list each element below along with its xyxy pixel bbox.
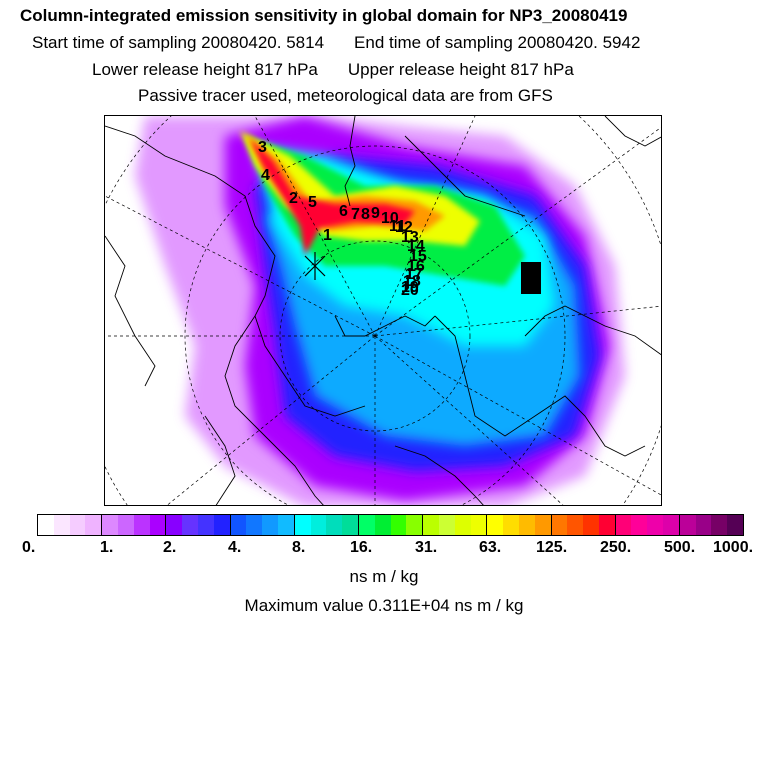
colorbar-swatch xyxy=(85,515,103,535)
traj-label-14: 14 xyxy=(407,238,425,255)
colorbar-tick-9: 250. xyxy=(600,539,632,556)
colorbar-tick-6: 31. xyxy=(415,539,438,556)
traj-label-18: 18 xyxy=(403,273,421,290)
colorbar-tick-10: 500. xyxy=(664,539,696,556)
upper-release-height: Upper release height 817 hPa xyxy=(347,60,574,79)
colorbar-swatch xyxy=(551,515,568,535)
colorbar-swatch xyxy=(197,515,214,535)
end-time: End time of sampling 20080420. 5942 xyxy=(354,33,641,52)
colorbar-swatch xyxy=(727,515,744,535)
colorbar-swatch xyxy=(246,515,263,535)
colorbar-tick-8: 125. xyxy=(536,539,568,556)
traj-label-6: 6 xyxy=(339,203,348,220)
colorbar-swatch xyxy=(647,515,664,535)
colorbar-swatch xyxy=(663,515,680,535)
colorbar-swatch xyxy=(487,515,504,535)
traj-label-4: 4 xyxy=(261,167,270,184)
traj-label-19: 19 xyxy=(401,279,419,296)
start-time: Start time of sampling 20080420. 5814 xyxy=(32,33,325,52)
colorbar-swatch xyxy=(454,515,471,535)
colorbar-swatch xyxy=(182,515,198,535)
colorbar-swatch xyxy=(423,515,439,535)
colorbar-swatch xyxy=(53,515,70,535)
tracer-info: Passive tracer used, meteorological data… xyxy=(138,86,553,105)
colorbar-swatch xyxy=(438,515,455,535)
colorbar-swatch xyxy=(518,515,535,535)
colorbar-swatch xyxy=(390,515,407,535)
colorbar-swatch xyxy=(310,515,327,535)
traj-label-10: 10 xyxy=(381,210,399,227)
colorbar-swatch xyxy=(567,515,584,535)
map-title: Column-integrated emission sensitivity i… xyxy=(20,6,628,25)
colorbar-swatch xyxy=(679,515,696,535)
colorbar-swatch xyxy=(149,515,167,535)
sensitivity-map: 3 4 2 5 6 7 8 9 10 11 12 13 14 15 16 17 … xyxy=(104,115,662,506)
traj-label-15: 15 xyxy=(409,248,427,265)
colorbar-swatch xyxy=(262,515,278,535)
plume-red-core xyxy=(250,138,415,256)
colorbar-tick-3: 4. xyxy=(228,539,242,556)
colorbar xyxy=(37,514,744,536)
colorbar-swatch xyxy=(277,515,295,535)
colorbar-swatch xyxy=(38,515,54,535)
colorbar-swatch xyxy=(213,515,231,535)
colorbar-swatch xyxy=(294,515,311,535)
colorbar-swatch xyxy=(133,515,150,535)
colorbar-tick-11: 1000. xyxy=(713,539,754,556)
colorbar-swatch xyxy=(358,515,375,535)
traj-label-11: 11 xyxy=(389,218,406,235)
release-heights: Lower release height 817 hPa Upper releas… xyxy=(92,60,768,80)
release-point-marker xyxy=(304,252,326,280)
maximum-value: Maximum value 0.311E+04 ns m / kg xyxy=(244,596,524,615)
traj-label-17: 17 xyxy=(405,266,423,283)
traj-label-1: 1 xyxy=(323,227,332,244)
colorbar-swatch xyxy=(534,515,552,535)
map-canvas: 3 4 2 5 6 7 8 9 10 11 12 13 14 15 16 17 … xyxy=(105,116,661,505)
colorbar-tick-1: 1. xyxy=(100,539,114,556)
colorbar-swatch xyxy=(117,515,134,535)
colorbar-swatch xyxy=(102,515,118,535)
traj-label-16: 16 xyxy=(407,258,425,275)
colorbar-swatch xyxy=(166,515,183,535)
map-grid xyxy=(105,116,661,505)
traj-label-8: 8 xyxy=(361,206,370,223)
colorbar-tick-5: 16. xyxy=(350,539,373,556)
coastlines xyxy=(105,116,661,505)
colorbar-swatch xyxy=(326,515,343,535)
colorbar-swatch xyxy=(615,515,632,535)
colorbar-swatch xyxy=(406,515,424,535)
colorbar-swatch xyxy=(470,515,488,535)
colorbar-swatch xyxy=(711,515,728,535)
colorbar-swatch xyxy=(631,515,648,535)
overlapping-labels-east xyxy=(521,262,541,294)
colorbar-tick-0: 0. xyxy=(22,539,36,556)
colorbar-unit: ns m / kg xyxy=(349,567,419,586)
traj-label-9: 9 xyxy=(371,205,380,222)
traj-label-7: 7 xyxy=(351,206,360,223)
traj-label-5: 5 xyxy=(308,194,317,211)
colorbar-swatch xyxy=(374,515,391,535)
colorbar-tick-7: 63. xyxy=(479,539,502,556)
traj-label-3: 3 xyxy=(258,139,267,156)
traj-label-2: 2 xyxy=(289,190,298,207)
colorbar-swatch xyxy=(598,515,616,535)
colorbar-tick-4: 8. xyxy=(292,539,306,556)
lower-release-height: Lower release height 817 hPa xyxy=(92,60,318,79)
sampling-times: Start time of sampling 20080420. 5814 End… xyxy=(32,33,768,53)
colorbar-swatch xyxy=(583,515,599,535)
traj-label-13: 13 xyxy=(401,229,419,246)
traj-label-12: 12 xyxy=(395,219,413,236)
colorbar-swatch xyxy=(342,515,359,535)
colorbar-swatch xyxy=(69,515,86,535)
colorbar-swatch xyxy=(503,515,519,535)
colorbar-swatch xyxy=(695,515,712,535)
colorbar-swatch xyxy=(230,515,247,535)
traj-label-20: 20 xyxy=(401,282,419,299)
colorbar-tick-2: 2. xyxy=(163,539,177,556)
